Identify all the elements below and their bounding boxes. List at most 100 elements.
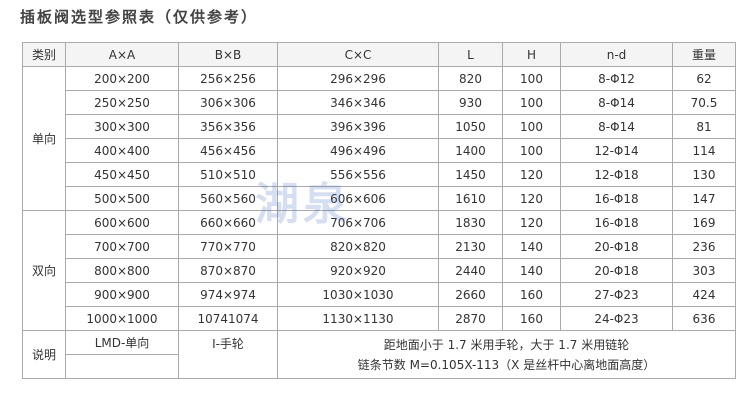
header-cell: C×C: [277, 42, 439, 67]
title: 插板阀选型参照表（仅供参考）: [20, 8, 259, 26]
data-cell: 12-Φ14: [560, 138, 673, 163]
header-cell: L: [438, 42, 503, 67]
table-row: 450×450 510×510 556×556 1450 120 12-Φ18 130: [23, 162, 736, 187]
data-cell: 20-Φ18: [560, 234, 673, 259]
group-cell: 双向: [22, 210, 66, 331]
data-cell: 1050: [438, 114, 503, 139]
data-cell: 606×606: [277, 186, 439, 211]
table-row: [23, 354, 736, 379]
data-cell: 120: [502, 210, 561, 235]
remark-item: LMD-单向: [65, 330, 179, 355]
data-cell: 70.5: [672, 90, 736, 115]
header-cell: n-d: [560, 42, 673, 67]
data-cell: 974×974: [178, 282, 278, 307]
data-cell: 62: [672, 66, 736, 91]
data-cell: 24-Φ23: [560, 306, 673, 331]
table-row: 250×250 306×306 346×346 930 100 8-Φ14 70.5: [23, 90, 736, 115]
data-cell: 12-Φ18: [560, 162, 673, 187]
data-cell: 706×706: [277, 210, 439, 235]
data-cell: 147: [672, 186, 736, 211]
data-cell: 510×510: [178, 162, 278, 187]
data-cell: 306×306: [178, 90, 278, 115]
data-cell: 16-Φ18: [560, 186, 673, 211]
table-row: 双向 600×600 660×660 706×706 1830 120 16-Φ18 169: [22, 210, 736, 331]
remark-line: 链条节数 M=0.105X-113（X 是丝杆中心离地面高度）: [357, 357, 656, 372]
data-cell: 2660: [438, 282, 503, 307]
remark-label: 说明: [22, 330, 66, 379]
data-cell: 303: [672, 258, 736, 283]
data-cell: 256×256: [178, 66, 278, 91]
data-cell: 296×296: [277, 66, 439, 91]
table-row: 300×300 356×356 396×396 1050 100 8-Φ14 81: [23, 114, 736, 139]
data-cell: 556×556: [277, 162, 439, 187]
data-cell: 2870: [438, 306, 503, 331]
data-cell: 1000×1000: [65, 306, 179, 331]
data-cell: 114: [672, 138, 736, 163]
data-cell: 920×920: [277, 258, 439, 283]
header-cell: 类别: [22, 42, 66, 67]
data-cell: 870×870: [178, 258, 278, 283]
table-row: 700×700 770×770 820×820 2130 140 20-Φ18 236: [23, 234, 736, 259]
data-cell: 930: [438, 90, 503, 115]
data-cell: 27-Φ23: [560, 282, 673, 307]
data-cell: 820×820: [277, 234, 439, 259]
data-cell: 20-Φ18: [560, 258, 673, 283]
data-cell: 250×250: [65, 90, 179, 115]
table-row: 说明 LMD-单向 I-手轮 距地面小于 1.7 米用手轮，大于 1.7 米用链轮 链条…: [22, 330, 736, 379]
data-cell: 1400: [438, 138, 503, 163]
data-cell: 100: [502, 138, 561, 163]
data-cell: 424: [672, 282, 736, 307]
data-cell: 820: [438, 66, 503, 91]
data-cell: 140: [502, 234, 561, 259]
data-cell: 120: [502, 162, 561, 187]
data-cell: 169: [672, 210, 736, 235]
data-cell: 396×396: [277, 114, 439, 139]
data-cell: 456×456: [178, 138, 278, 163]
empty-cell: [65, 354, 179, 379]
data-cell: 1610: [438, 186, 503, 211]
data-cell: 400×400: [65, 138, 179, 163]
data-cell: 130: [672, 162, 736, 187]
data-cell: 496×496: [277, 138, 439, 163]
remark-item: I-手轮: [178, 330, 278, 379]
data-cell: 636: [672, 306, 736, 331]
data-cell: 8-Φ12: [560, 66, 673, 91]
data-cell: 700×700: [65, 234, 179, 259]
data-cell: 1030×1030: [277, 282, 439, 307]
data-cell: 10741074: [178, 306, 278, 331]
data-cell: 2440: [438, 258, 503, 283]
data-cell: 120: [502, 186, 561, 211]
remark-text: 距地面小于 1.7 米用手轮，大于 1.7 米用链轮链条节数 M=0.105X-…: [277, 330, 736, 379]
data-cell: 1450: [438, 162, 503, 187]
data-cell: 770×770: [178, 234, 278, 259]
data-cell: 800×800: [65, 258, 179, 283]
header-cell: 重量: [672, 42, 736, 67]
data-cell: 160: [502, 282, 561, 307]
remark-line: 距地面小于 1.7 米用手轮，大于 1.7 米用链轮: [383, 337, 630, 352]
table-row: 1000×1000 10741074 1130×1130 2870 160 24-Φ23 6…: [23, 306, 736, 331]
data-cell: 560×560: [178, 186, 278, 211]
data-cell: 100: [502, 90, 561, 115]
data-cell: 8-Φ14: [560, 114, 673, 139]
data-cell: 2130: [438, 234, 503, 259]
group-cell: 单向: [22, 66, 66, 211]
data-cell: 16-Φ18: [560, 210, 673, 235]
data-cell: 356×356: [178, 114, 278, 139]
header-cell: H: [502, 42, 561, 67]
data-cell: 81: [672, 114, 736, 139]
data-cell: 346×346: [277, 90, 439, 115]
data-cell: 660×660: [178, 210, 278, 235]
data-cell: 100: [502, 66, 561, 91]
table-row: 900×900 974×974 1030×1030 2660 160 27-Φ23 424: [23, 282, 736, 307]
data-cell: 600×600: [65, 210, 179, 235]
data-cell: 160: [502, 306, 561, 331]
table-row: 400×400 456×456 496×496 1400 100 12-Φ14 114: [23, 138, 736, 163]
header-cell: B×B: [178, 42, 278, 67]
data-cell: 8-Φ14: [560, 90, 673, 115]
header-cell: A×A: [65, 42, 179, 67]
data-cell: 300×300: [65, 114, 179, 139]
data-cell: 200×200: [65, 66, 179, 91]
data-cell: 1130×1130: [277, 306, 439, 331]
